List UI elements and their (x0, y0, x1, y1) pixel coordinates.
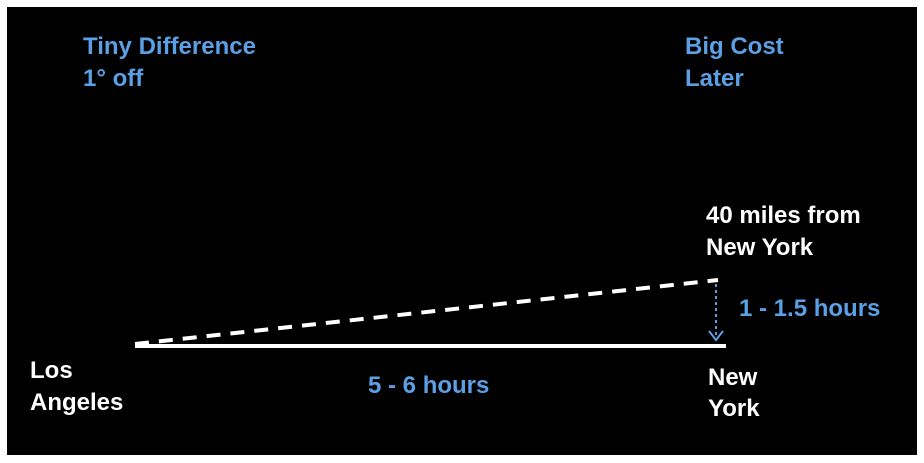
origin-label: Angeles (30, 389, 123, 416)
header-text: 1° off (83, 65, 144, 92)
header-text: Big Cost (685, 33, 784, 60)
deviation-label: New York (706, 234, 814, 261)
destination-label: York (708, 395, 760, 422)
off-course-route (134, 278, 719, 346)
origin-label: Los (30, 357, 73, 384)
header-text: Later (685, 65, 744, 92)
arrow-head (708, 330, 724, 342)
header-text: Tiny Difference (83, 33, 256, 60)
correction-label: 1 - 1.5 hours (739, 295, 880, 322)
destination-label: New (708, 364, 758, 391)
duration-label: 5 - 6 hours (368, 372, 489, 399)
background (7, 7, 917, 455)
deviation-label: 40 miles from (706, 202, 861, 229)
